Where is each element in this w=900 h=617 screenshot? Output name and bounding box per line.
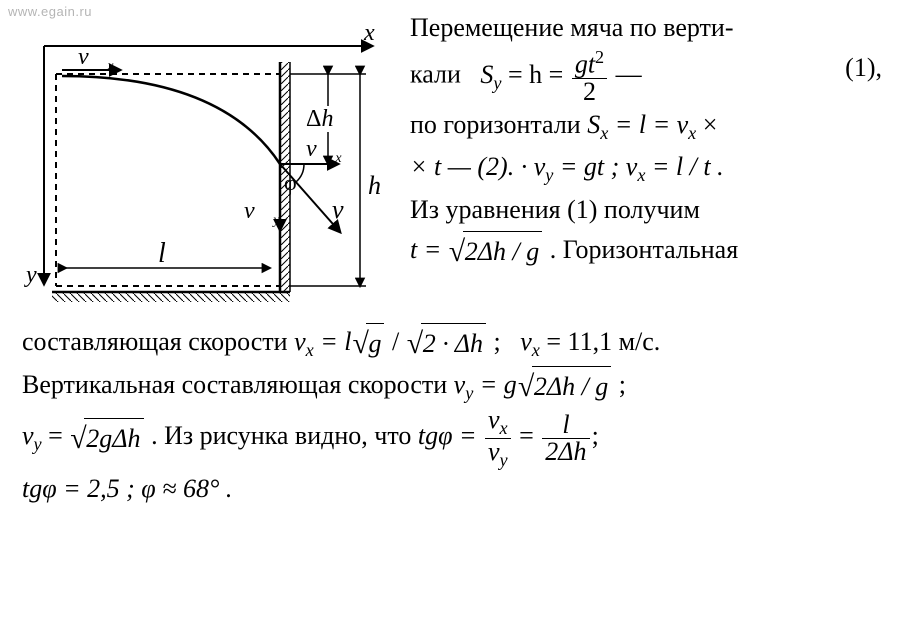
l-label: l <box>158 238 166 269</box>
y-axis-label: y <box>24 262 37 288</box>
line-4: × t — (2). · vy = gt ; vx = l / t . <box>410 147 882 189</box>
line-3: по горизонтали Sx = l = vx × <box>410 105 882 147</box>
x-axis-label: x <box>363 20 375 46</box>
line-1: Перемещение мяча по верти- <box>410 8 882 48</box>
physics-diagram: x y h Δh l <box>22 14 384 312</box>
line-5: Из уравнения (1) получим <box>410 190 882 230</box>
line-7: составляющая скорости vx = lg / 2 · Δh ;… <box>22 322 882 365</box>
dh-label: Δh <box>306 106 333 132</box>
vy-label: v⃗y <box>244 198 280 228</box>
phi-label: φ <box>284 170 297 195</box>
v-label: v⃗ <box>332 195 364 224</box>
line-9: vy = 2gΔh . Из рисунка видно, что tgφ = … <box>22 407 882 469</box>
line-10: tgφ = 2,5 ; φ ≈ 68° . <box>22 469 882 509</box>
phi-arc <box>296 164 304 182</box>
line-2: кали Sy = h = gt22 — (1), <box>410 48 882 105</box>
line-6: t = 2Δh / g . Горизонтальная <box>410 230 882 273</box>
text-right-column: Перемещение мяча по верти- кали Sy = h =… <box>410 8 882 273</box>
vx-top-label: v⃗x <box>78 44 114 74</box>
vx-label: v⃗x <box>306 136 342 166</box>
h-label: h <box>368 171 381 200</box>
trajectory <box>62 76 280 164</box>
text-full-width: составляющая скорости vx = lg / 2 · Δh ;… <box>22 322 882 509</box>
line-8: Вертикальная составляющая скорости vy = … <box>22 365 882 408</box>
